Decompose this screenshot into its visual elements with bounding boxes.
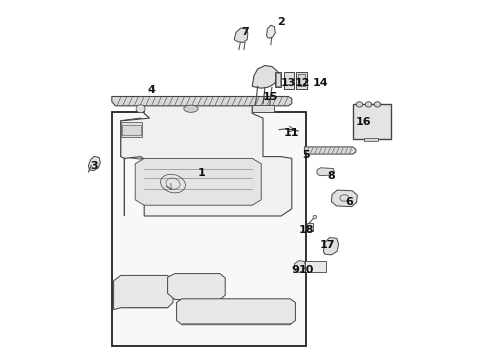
Bar <box>307 223 313 231</box>
Text: 10: 10 <box>298 265 314 275</box>
Bar <box>275 73 280 86</box>
Bar <box>122 125 141 135</box>
Text: 17: 17 <box>320 240 336 250</box>
Bar <box>353 104 391 139</box>
Polygon shape <box>176 299 295 325</box>
Bar <box>298 74 305 86</box>
Bar <box>364 138 378 141</box>
Bar <box>305 261 326 272</box>
Text: 9: 9 <box>292 265 299 275</box>
Polygon shape <box>234 28 248 42</box>
Bar <box>296 72 307 89</box>
Polygon shape <box>88 156 100 171</box>
Polygon shape <box>252 66 278 88</box>
Text: 18: 18 <box>298 225 314 235</box>
Polygon shape <box>144 99 252 118</box>
Ellipse shape <box>365 102 372 107</box>
Polygon shape <box>114 275 173 310</box>
Text: 15: 15 <box>263 92 278 102</box>
Text: 13: 13 <box>280 78 296 88</box>
Bar <box>274 72 281 87</box>
Polygon shape <box>304 147 356 154</box>
Polygon shape <box>166 102 236 115</box>
Text: 1: 1 <box>198 168 206 178</box>
Text: 3: 3 <box>90 161 98 171</box>
Polygon shape <box>317 168 334 176</box>
Polygon shape <box>112 96 292 106</box>
Polygon shape <box>294 261 305 273</box>
Text: 16: 16 <box>356 117 371 127</box>
Text: 2: 2 <box>277 17 285 27</box>
Ellipse shape <box>374 102 381 107</box>
Text: 7: 7 <box>241 27 249 37</box>
Polygon shape <box>121 118 144 159</box>
Polygon shape <box>135 158 261 205</box>
Polygon shape <box>121 99 292 216</box>
Polygon shape <box>323 238 339 255</box>
Text: 6: 6 <box>345 197 353 207</box>
Text: 12: 12 <box>295 78 310 88</box>
Text: 5: 5 <box>302 150 310 160</box>
Ellipse shape <box>136 105 145 113</box>
Polygon shape <box>331 190 357 207</box>
Text: 11: 11 <box>284 128 299 138</box>
Ellipse shape <box>184 105 198 112</box>
Bar <box>252 105 274 112</box>
Text: 8: 8 <box>327 171 335 181</box>
Text: 14: 14 <box>313 78 328 88</box>
Bar <box>284 72 294 89</box>
Ellipse shape <box>313 215 317 219</box>
Ellipse shape <box>356 102 363 107</box>
Polygon shape <box>267 25 275 38</box>
Bar <box>112 112 306 346</box>
Bar <box>121 122 143 137</box>
Polygon shape <box>168 274 225 300</box>
Text: 4: 4 <box>147 85 155 95</box>
